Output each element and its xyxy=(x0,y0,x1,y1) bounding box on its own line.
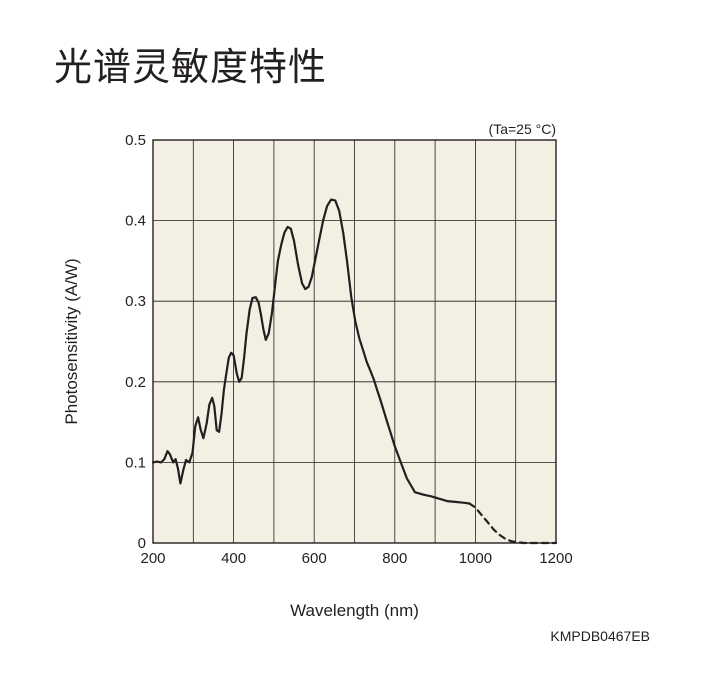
plot-frame xyxy=(152,139,557,544)
x-axis-title: Wavelength (nm) xyxy=(290,601,419,620)
figure-code: KMPDB0467EB xyxy=(550,628,650,644)
x-tick-label: 1200 xyxy=(539,550,572,567)
y-tick-label: 0.2 xyxy=(125,374,146,391)
x-tick-label: 400 xyxy=(221,550,246,567)
x-tick-labels: 200 400 600 800 1000 1200 xyxy=(140,550,572,567)
y-axis-title: Photosensitivity (A/W) xyxy=(62,258,81,424)
x-tick-label: 600 xyxy=(302,550,327,567)
x-tick-label: 1000 xyxy=(459,550,492,567)
y-tick-label: 0.1 xyxy=(125,454,146,471)
series-line-solid xyxy=(151,198,471,505)
temperature-note: (Ta=25 °C) xyxy=(489,121,556,137)
x-tick-label: 800 xyxy=(382,550,407,567)
series-line-dashed xyxy=(468,502,558,545)
y-tick-label: 0 xyxy=(138,535,146,552)
y-tick-label: 0.5 xyxy=(125,132,146,149)
page-title: 光谱灵敏度特性 xyxy=(54,45,328,89)
y-tick-label: 0.3 xyxy=(125,293,146,310)
y-tick-labels: 0 0.1 0.2 0.3 0.4 0.5 xyxy=(125,132,146,552)
y-tick-label: 0.4 xyxy=(125,213,146,230)
grid-lines xyxy=(153,140,556,543)
x-tick-label: 200 xyxy=(140,550,165,567)
series-layer xyxy=(151,198,558,545)
